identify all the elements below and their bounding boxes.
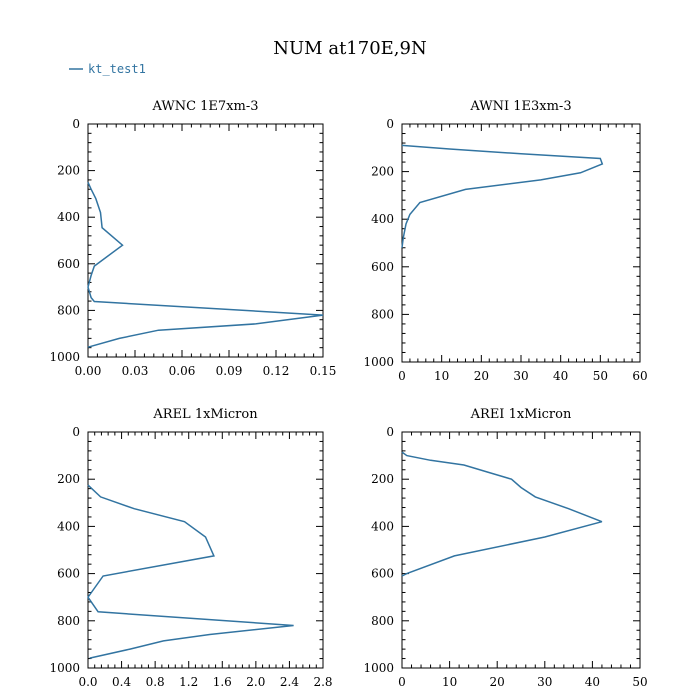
panel-1: AWNC 1E7xm-3 0.00 0.03 0.06 0.09 0.12 0.15 0 200…: [49, 99, 336, 378]
x-tick-label: 50: [632, 675, 647, 689]
panel-title: AREI 1xMicron: [470, 407, 572, 422]
x-tick-label: 0.8: [146, 675, 165, 689]
y-tick-label: 0: [72, 425, 80, 439]
plot-frame: [87, 431, 324, 669]
x-tick-label: 50: [593, 369, 608, 383]
x-tick-label: 20: [490, 675, 505, 689]
x-tick-label: 2.4: [280, 675, 299, 689]
panel-2: AWNI 1E3xm-30 10 20 30 40 50 60020040060080010…: [363, 99, 647, 383]
x-tick-label: 10: [442, 675, 457, 689]
panel-3: AREL 1xMicron 0.0 0.4 0.8 1.2 1.6 2.0 2.4 2.8 0 20…: [49, 407, 332, 689]
y-tick-label: 1000: [363, 355, 394, 369]
y-tick-label: 1000: [49, 350, 80, 364]
y-tick-label: 600: [371, 260, 394, 274]
y-tick-label: 800: [57, 303, 80, 317]
y-tick-label: 400: [371, 212, 394, 226]
x-tick-label: 1.2: [179, 675, 198, 689]
legend: kt_test1: [69, 62, 146, 76]
y-tick-label: 200: [371, 165, 394, 179]
panel-title: AREL 1xMicron: [152, 407, 258, 422]
x-tick-label: 0: [398, 675, 406, 689]
x-tick-label: 2.0: [246, 675, 265, 689]
y-tick-label: 200: [371, 472, 394, 486]
panels: AWNC 1E7xm-30.00 0.03 0.06 0.09 0.12 0.150200…: [49, 99, 647, 689]
x-tick-label: 0.0: [78, 675, 97, 689]
x-tick-label: 10: [434, 369, 449, 383]
figure-title: NUM at170E,9N: [273, 38, 426, 59]
x-tick-label: 40: [553, 369, 568, 383]
y-tick-label: 0: [72, 117, 80, 131]
x-tick-label: 0.03: [122, 364, 149, 378]
y-tick-label: 800: [371, 614, 394, 628]
x-tick-label: 0.4: [112, 675, 131, 689]
series-line-kt_test1: [401, 451, 603, 577]
x-tick-label: 0: [398, 369, 406, 383]
series-line-kt_test1: [401, 144, 604, 248]
y-tick-label: 600: [57, 257, 80, 271]
x-tick-label: 0.15: [310, 364, 337, 378]
panel-title: AWNI 1E3xm-3: [469, 99, 571, 114]
y-tick-label: 400: [57, 519, 80, 533]
y-tick-label: 600: [57, 567, 80, 581]
y-tick-label: 1000: [363, 661, 394, 675]
y-tick-label: 0: [386, 425, 394, 439]
x-tick-label: 0.00: [75, 364, 102, 378]
y-tick-label: 1000: [49, 661, 80, 675]
x-tick-label: 30: [537, 675, 552, 689]
panel-4: AREI 1xMicron 0 10 20 30 40 50 0 200 400 600 800 100…: [363, 407, 647, 689]
x-tick-label: 0.06: [169, 364, 196, 378]
y-tick-label: 200: [57, 164, 80, 178]
x-tick-label: 0.12: [263, 364, 290, 378]
plot-frame: [87, 123, 324, 358]
series-line-kt_test1: [87, 484, 294, 659]
series-line-kt_test1: [87, 181, 324, 348]
y-tick-label: 400: [371, 519, 394, 533]
x-tick-label: 0.09: [216, 364, 243, 378]
x-tick-label: 2.8: [313, 675, 332, 689]
y-tick-label: 600: [371, 567, 394, 581]
y-tick-label: 0: [386, 117, 394, 131]
y-tick-label: 800: [371, 307, 394, 321]
legend-label: kt_test1: [88, 62, 146, 76]
plot-frame: [401, 123, 641, 363]
x-tick-label: 30: [513, 369, 528, 383]
y-tick-label: 200: [57, 472, 80, 486]
y-tick-label: 800: [57, 614, 80, 628]
x-tick-label: 20: [474, 369, 489, 383]
x-tick-label: 60: [632, 369, 647, 383]
plot-frame: [401, 431, 641, 669]
x-tick-label: 1.6: [213, 675, 232, 689]
panel-title: AWNC 1E7xm-3: [151, 99, 258, 114]
y-tick-label: 400: [57, 210, 80, 224]
x-tick-label: 40: [585, 675, 600, 689]
